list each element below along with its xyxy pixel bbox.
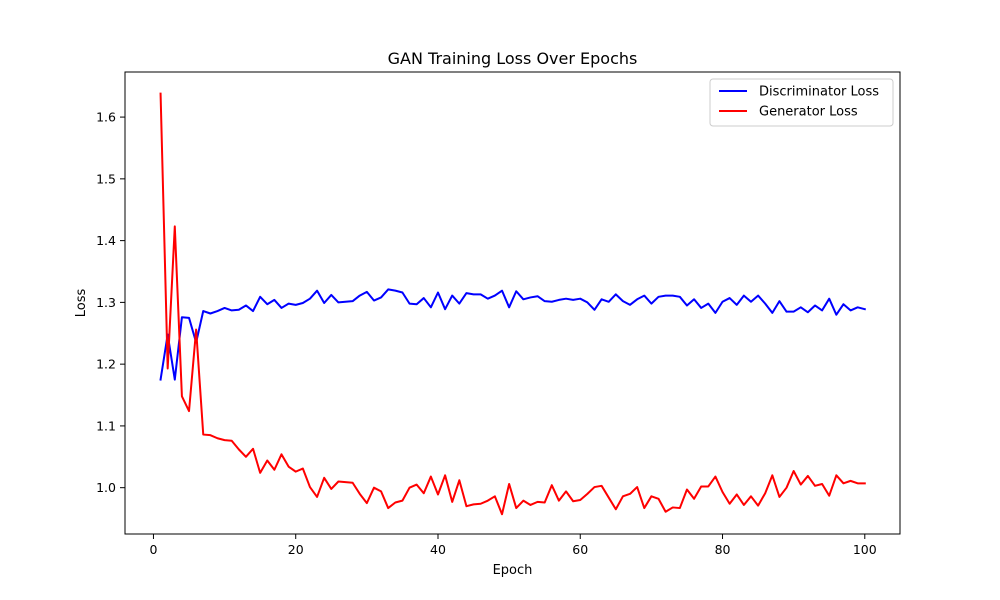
chart-title: GAN Training Loss Over Epochs [388, 49, 638, 68]
y-tick-label: 1.4 [96, 233, 116, 248]
y-tick-label: 1.1 [96, 418, 116, 433]
y-tick-label: 1.2 [96, 357, 116, 372]
y-tick-label: 1.3 [96, 295, 116, 310]
series-line-generator-loss [159, 92, 866, 516]
x-tick-label: 20 [288, 542, 304, 557]
x-tick-label: 40 [430, 542, 446, 557]
legend-label-generator: Generator Loss [759, 105, 858, 120]
x-axis: 0 20 40 60 80 100 [149, 534, 877, 557]
x-tick-label: 80 [715, 542, 731, 557]
x-tick-label: 100 [853, 542, 877, 557]
plot-frame [124, 71, 901, 535]
series-layer [159, 92, 867, 516]
x-tick-label: 0 [149, 542, 157, 557]
y-tick-label: 1.6 [96, 110, 116, 125]
y-tick-label: 1.0 [96, 480, 116, 495]
legend: Discriminator Loss Generator Loss [709, 78, 894, 127]
x-tick-label: 60 [572, 542, 588, 557]
x-axis-label: Epoch [493, 563, 533, 578]
legend-box [709, 78, 894, 127]
series-line-discriminator-loss [159, 288, 867, 381]
legend-label-discriminator: Discriminator Loss [759, 85, 879, 100]
y-axis: 1.0 1.1 1.2 1.3 1.4 1.5 1.6 [96, 110, 125, 495]
y-tick-label: 1.5 [96, 171, 116, 186]
y-axis-label: Loss [74, 289, 89, 318]
